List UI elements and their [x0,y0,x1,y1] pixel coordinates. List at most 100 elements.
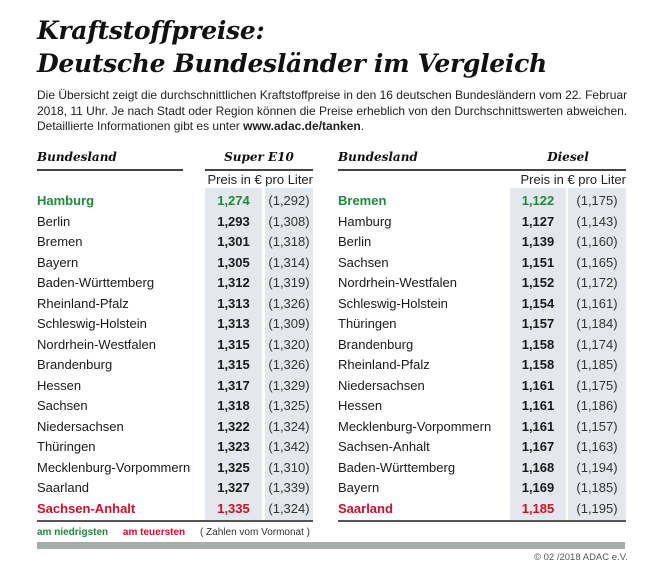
header-divider [205,169,313,171]
previous-month-price: (1,319) [268,275,310,290]
state-name: Sachsen-Anhalt [338,439,430,454]
state-name: Mecklenburg-Vorpommern [37,459,191,475]
state-name: Bayern [37,254,79,270]
previous-month-price: (1,172) [576,275,618,290]
price: 1,168 [521,459,555,475]
previous-month-price: (1,310) [268,459,310,475]
state-name: Hamburg [37,193,95,208]
previous-month-price: (1,165) [576,254,618,270]
price: 1,335 [217,500,250,516]
column-header-bundesland: Bundesland [338,150,418,164]
price: 1,154 [521,295,555,311]
previous-month-price: (1,174) [576,336,618,352]
table-row: Hamburg 1,127 (1,143) [338,212,626,233]
legend-highest: am teuersten [122,527,186,538]
price: 1,167 [521,439,555,454]
previous-month-price: (1,163) [576,439,618,454]
state-name: Bremen [37,234,83,249]
price: 1,158 [521,336,555,352]
previous-month-price: (1,308) [268,213,310,229]
table-row: Brandenburg 1,315 (1,326) [37,355,313,376]
table-row: Baden-Württemberg 1,312 (1,319) [37,273,313,294]
state-name: Thüringen [37,439,96,454]
table-row: Saarland 1,327 (1,339) [37,478,313,499]
price: 1,293 [217,213,250,229]
previous-month-price: (1,175) [576,193,618,208]
table-row: Schleswig-Holstein 1,313 (1,309) [37,314,313,335]
previous-month-price: (1,324) [268,418,310,434]
previous-month-price: (1,292) [268,193,310,208]
table-row: Nordrhein-Westfalen 1,152 (1,172) [338,273,626,294]
price: 1,317 [217,377,250,393]
header-divider [37,169,183,171]
previous-month-price: (1,325) [268,398,310,413]
table-row: Saarland 1,185 (1,195) [338,499,626,520]
previous-month-price: (1,143) [576,213,618,229]
state-name: Sachsen [338,254,389,270]
state-name: Rheinland-Pfalz [338,357,430,372]
price: 1,318 [217,398,250,413]
table-row: Niedersachsen 1,322 (1,324) [37,417,313,438]
state-name: Baden-Württemberg [338,459,456,475]
state-name: Rheinland-Pfalz [37,295,129,311]
state-name: Berlin [338,234,372,249]
state-name: Brandenburg [37,357,113,372]
price: 1,305 [217,254,250,270]
state-name: Schleswig-Holstein [338,295,448,311]
previous-month-price: (1,339) [268,480,310,495]
price: 1,185 [521,500,555,516]
table-row: Berlin 1,293 (1,308) [37,212,313,233]
table-row: Niedersachsen 1,161 (1,175) [338,376,626,397]
legend-lowest: am niedrigsten [37,527,109,538]
table-row: Sachsen-Anhalt 1,167 (1,163) [338,437,626,458]
previous-month-price: (1,320) [268,336,310,352]
table-row: Brandenburg 1,158 (1,174) [338,335,626,356]
table-row: Mecklenburg-Vorpommern 1,161 (1,157) [338,417,626,438]
adac-link[interactable]: www.adac.de/tanken [243,119,361,133]
state-name: Schleswig-Holstein [37,316,147,331]
state-name: Niedersachsen [338,377,425,393]
previous-month-price: (1,160) [576,234,618,249]
price: 1,169 [521,480,555,495]
intro-end: . [360,119,365,133]
state-name: Bremen [338,193,387,208]
column-header-fuel: Diesel [547,150,589,164]
price: 1,327 [217,480,250,495]
table-row: Thüringen 1,157 (1,184) [338,314,626,335]
price-column-shade [205,188,262,520]
previous-month-price: (1,195) [576,500,618,516]
state-name: Saarland [37,480,90,495]
table-row: Sachsen 1,318 (1,325) [37,396,313,417]
state-name: Mecklenburg-Vorpommern [338,418,492,434]
table-row: Bremen 1,301 (1,318) [37,232,313,253]
state-name: Hessen [338,398,383,413]
state-name: Hamburg [338,213,392,229]
price: 1,315 [217,336,250,352]
previous-month-price: (1,186) [576,398,618,413]
previous-month-price: (1,161) [576,295,618,311]
previous-month-price: (1,326) [268,295,310,311]
table-row: Schleswig-Holstein 1,154 (1,161) [338,294,626,315]
price: 1,301 [217,234,250,249]
prev-column-shade [265,188,313,520]
price: 1,122 [521,193,555,208]
previous-month-price: (1,194) [576,459,618,475]
table-row: Rheinland-Pfalz 1,158 (1,185) [338,355,626,376]
previous-month-price: (1,324) [268,500,310,516]
state-name: Hessen [37,377,82,393]
previous-month-price: (1,326) [268,357,310,372]
table-row: Bayern 1,305 (1,314) [37,253,313,274]
previous-month-price: (1,175) [576,377,618,393]
price: 1,161 [521,398,555,413]
price: 1,315 [217,357,250,372]
state-name: Sachsen-Anhalt [37,500,136,516]
price: 1,151 [521,254,555,270]
price: 1,157 [521,316,555,331]
previous-month-price: (1,184) [576,316,618,331]
price: 1,325 [217,459,250,475]
table-row: Sachsen-Anhalt 1,335 (1,324) [37,499,313,520]
state-name: Brandenburg [338,336,414,352]
table-row: Nordrhein-Westfalen 1,315 (1,320) [37,335,313,356]
table-bottom-line [338,520,626,522]
